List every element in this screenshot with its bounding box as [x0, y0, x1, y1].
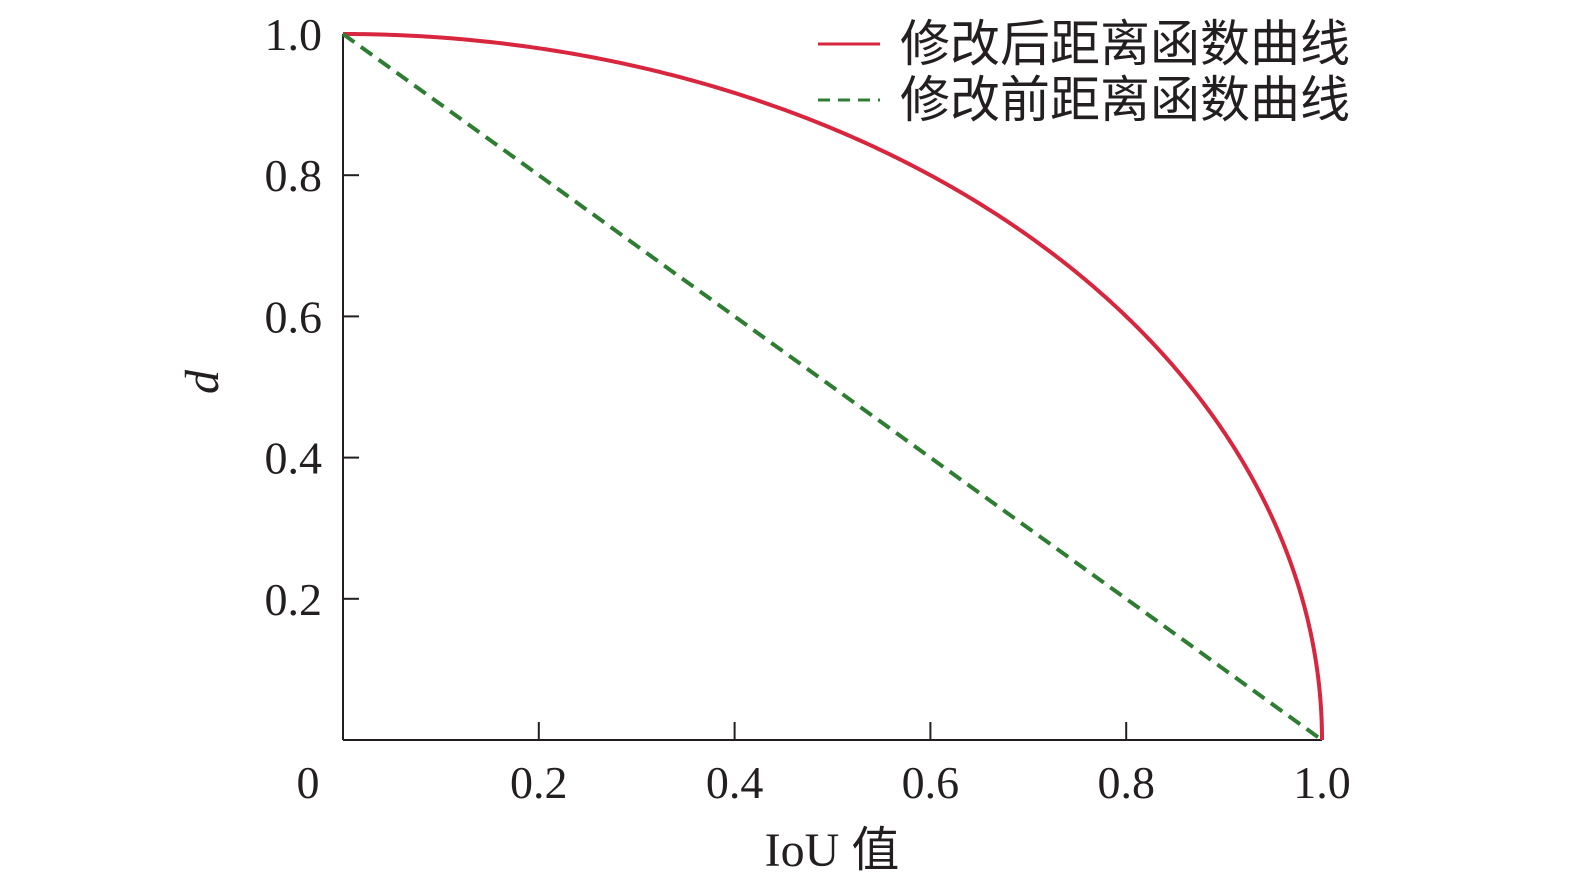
y-tick-label: 0.6 — [265, 291, 323, 342]
x-axis-title: IoU 值 — [765, 824, 900, 877]
y-tick-label: 1.0 — [265, 9, 323, 60]
legend-label-2: 修改前距离函数曲线 — [900, 72, 1350, 128]
series-line-1 — [342, 32, 1324, 741]
tick-labels: 0 0.2 0.4 0.6 0.8 1.0 0.2 0.4 0.6 0.8 1.0 IoU 值 d — [176, 9, 1351, 877]
x-tick-label: 1.0 — [1293, 757, 1351, 808]
y-tick-label: 0.8 — [265, 150, 323, 201]
y-tick-label: 0.2 — [265, 574, 323, 625]
x-tick-label: 0.6 — [902, 757, 960, 808]
x-tick-label: 0.4 — [706, 757, 764, 808]
x-tick-label: 0 — [297, 757, 320, 808]
x-tick-label: 0.8 — [1097, 757, 1155, 808]
series-layer — [341, 32, 1324, 742]
legend-label-1: 修改后距离函数曲线 — [900, 16, 1350, 72]
x-tick-label: 0.2 — [510, 757, 568, 808]
axes — [342, 34, 1322, 741]
y-axis-title: d — [176, 369, 229, 394]
series-line-2 — [341, 32, 1324, 742]
y-tick-label: 0.4 — [265, 433, 323, 484]
